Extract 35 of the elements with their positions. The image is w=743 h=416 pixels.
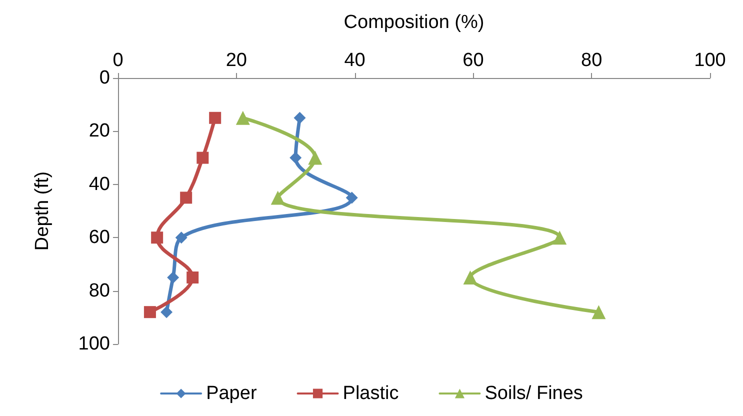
point (463, 270, 478, 284)
y-tick-label: 60 (88, 227, 110, 248)
x-tick-label: 40 (344, 50, 366, 71)
point (151, 232, 164, 244)
x-tick-label: 80 (581, 50, 602, 71)
y-tick-label: 40 (88, 174, 110, 195)
point (552, 230, 567, 245)
x-tick-label: 20 (226, 50, 247, 71)
point (308, 150, 322, 165)
point (294, 112, 306, 124)
point (209, 112, 222, 124)
point (290, 152, 302, 164)
y-tick-label: 100 (78, 334, 110, 354)
x-axis-title: Composition (%) (344, 12, 484, 33)
point (270, 190, 285, 205)
point (346, 192, 358, 204)
point (196, 152, 209, 164)
point (167, 272, 180, 284)
point (180, 192, 192, 204)
point (236, 110, 250, 125)
point (175, 232, 188, 244)
y-tick-label: 80 (88, 280, 110, 302)
legend-label: Plastic (342, 383, 399, 404)
x-tick-label: 0 (112, 50, 124, 71)
legend-label: Soils/ Fines (484, 383, 583, 404)
legend-label: Paper (206, 383, 258, 404)
point (592, 305, 606, 320)
point (144, 306, 156, 318)
point (160, 306, 173, 318)
point (186, 272, 199, 284)
y-axis-title: Depth (ft) (32, 171, 53, 251)
y-tick-label: 0 (99, 68, 110, 88)
x-tick-label: 60 (462, 50, 484, 71)
x-tick-label: 100 (694, 50, 726, 71)
y-tick-label: 20 (88, 120, 110, 142)
